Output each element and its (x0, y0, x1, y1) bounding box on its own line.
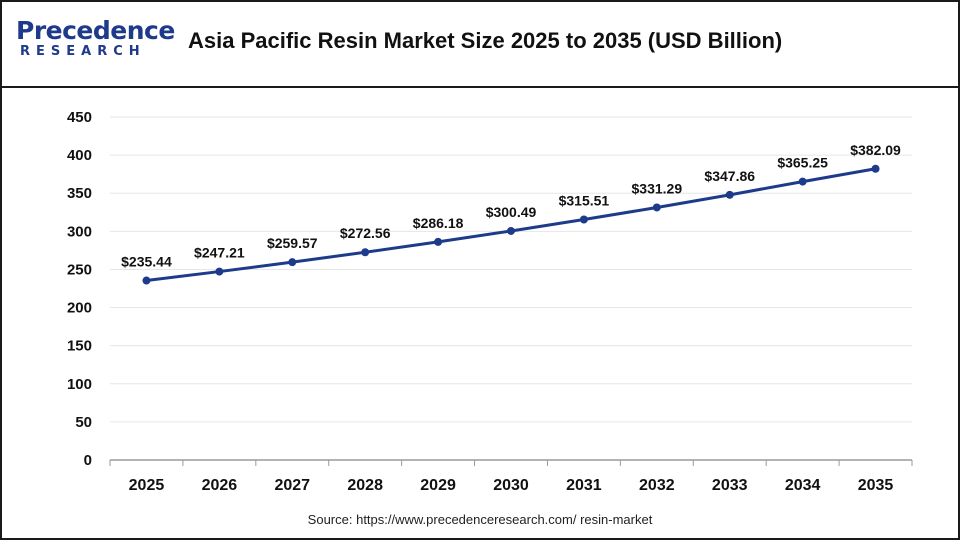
series-line-path (146, 167, 876, 283)
y-tick-label: 50 (75, 414, 92, 431)
data-labels: $235.44 $247.21 $259.57 $272.56 $286.18 $300.… (121, 142, 901, 270)
x-tick-label: 2027 (274, 477, 310, 494)
data-point (871, 164, 880, 173)
y-tick-label: 250 (67, 261, 92, 278)
data-point (361, 248, 370, 257)
x-tick-label: 2026 (202, 477, 238, 494)
y-tick-label: 200 (67, 300, 92, 317)
data-label: $259.57 (267, 235, 318, 251)
chart-title: Asia Pacific Resin Market Size 2025 to 2… (188, 28, 783, 53)
data-point (215, 267, 224, 276)
y-tick-label: 0 (84, 452, 92, 469)
x-tick-label: 2031 (566, 477, 602, 494)
data-point (725, 190, 734, 199)
data-label: $331.29 (632, 180, 683, 196)
data-label: $365.25 (777, 155, 828, 171)
y-axis-ticks: 0 50 100 150 200 250 300 350 400 450 (67, 109, 92, 469)
data-point (579, 215, 588, 224)
brand-logo: Precedence RESEARCH (16, 16, 175, 66)
logo-wordmark: Precedence (16, 16, 175, 45)
x-tick-label: 2025 (129, 477, 165, 494)
data-label: $300.49 (486, 204, 537, 220)
x-tick-label: 2034 (785, 477, 821, 494)
data-point (142, 276, 151, 285)
data-label: $315.51 (559, 193, 610, 209)
data-label: $286.18 (413, 215, 464, 231)
x-tick-label: 2028 (347, 477, 383, 494)
data-label: $272.56 (340, 225, 391, 241)
x-tick-label: 2029 (420, 477, 456, 494)
x-axis (109, 459, 913, 466)
y-tick-label: 400 (67, 147, 92, 164)
data-point (288, 258, 297, 267)
data-label: $235.44 (121, 254, 172, 270)
data-label: $382.09 (850, 142, 901, 158)
y-tick-label: 150 (67, 338, 92, 355)
data-points (142, 164, 880, 285)
data-point (434, 237, 443, 246)
x-tick-label: 2030 (493, 477, 529, 494)
data-point (652, 203, 661, 212)
x-axis-ticks: 2025 2026 2027 2028 2029 2030 2031 2032 2033 2034… (129, 477, 894, 494)
y-tick-label: 300 (67, 223, 92, 240)
header: Precedence RESEARCH Asia Pacific Resin M… (2, 2, 958, 88)
data-label: $347.86 (704, 168, 755, 184)
data-point (507, 226, 515, 235)
x-tick-label: 2035 (858, 477, 894, 494)
y-tick-label: 350 (67, 185, 92, 202)
x-tick-label: 2033 (712, 477, 748, 494)
series-line (146, 167, 876, 283)
source-note: Source: https://www.precedenceresearch.c… (307, 512, 653, 527)
x-tick-label: 2032 (639, 477, 675, 494)
data-label: $247.21 (194, 245, 245, 261)
y-tick-label: 450 (67, 109, 92, 126)
logo-subtitle: RESEARCH (20, 44, 146, 59)
data-point (798, 177, 807, 186)
y-tick-label: 100 (67, 376, 92, 393)
